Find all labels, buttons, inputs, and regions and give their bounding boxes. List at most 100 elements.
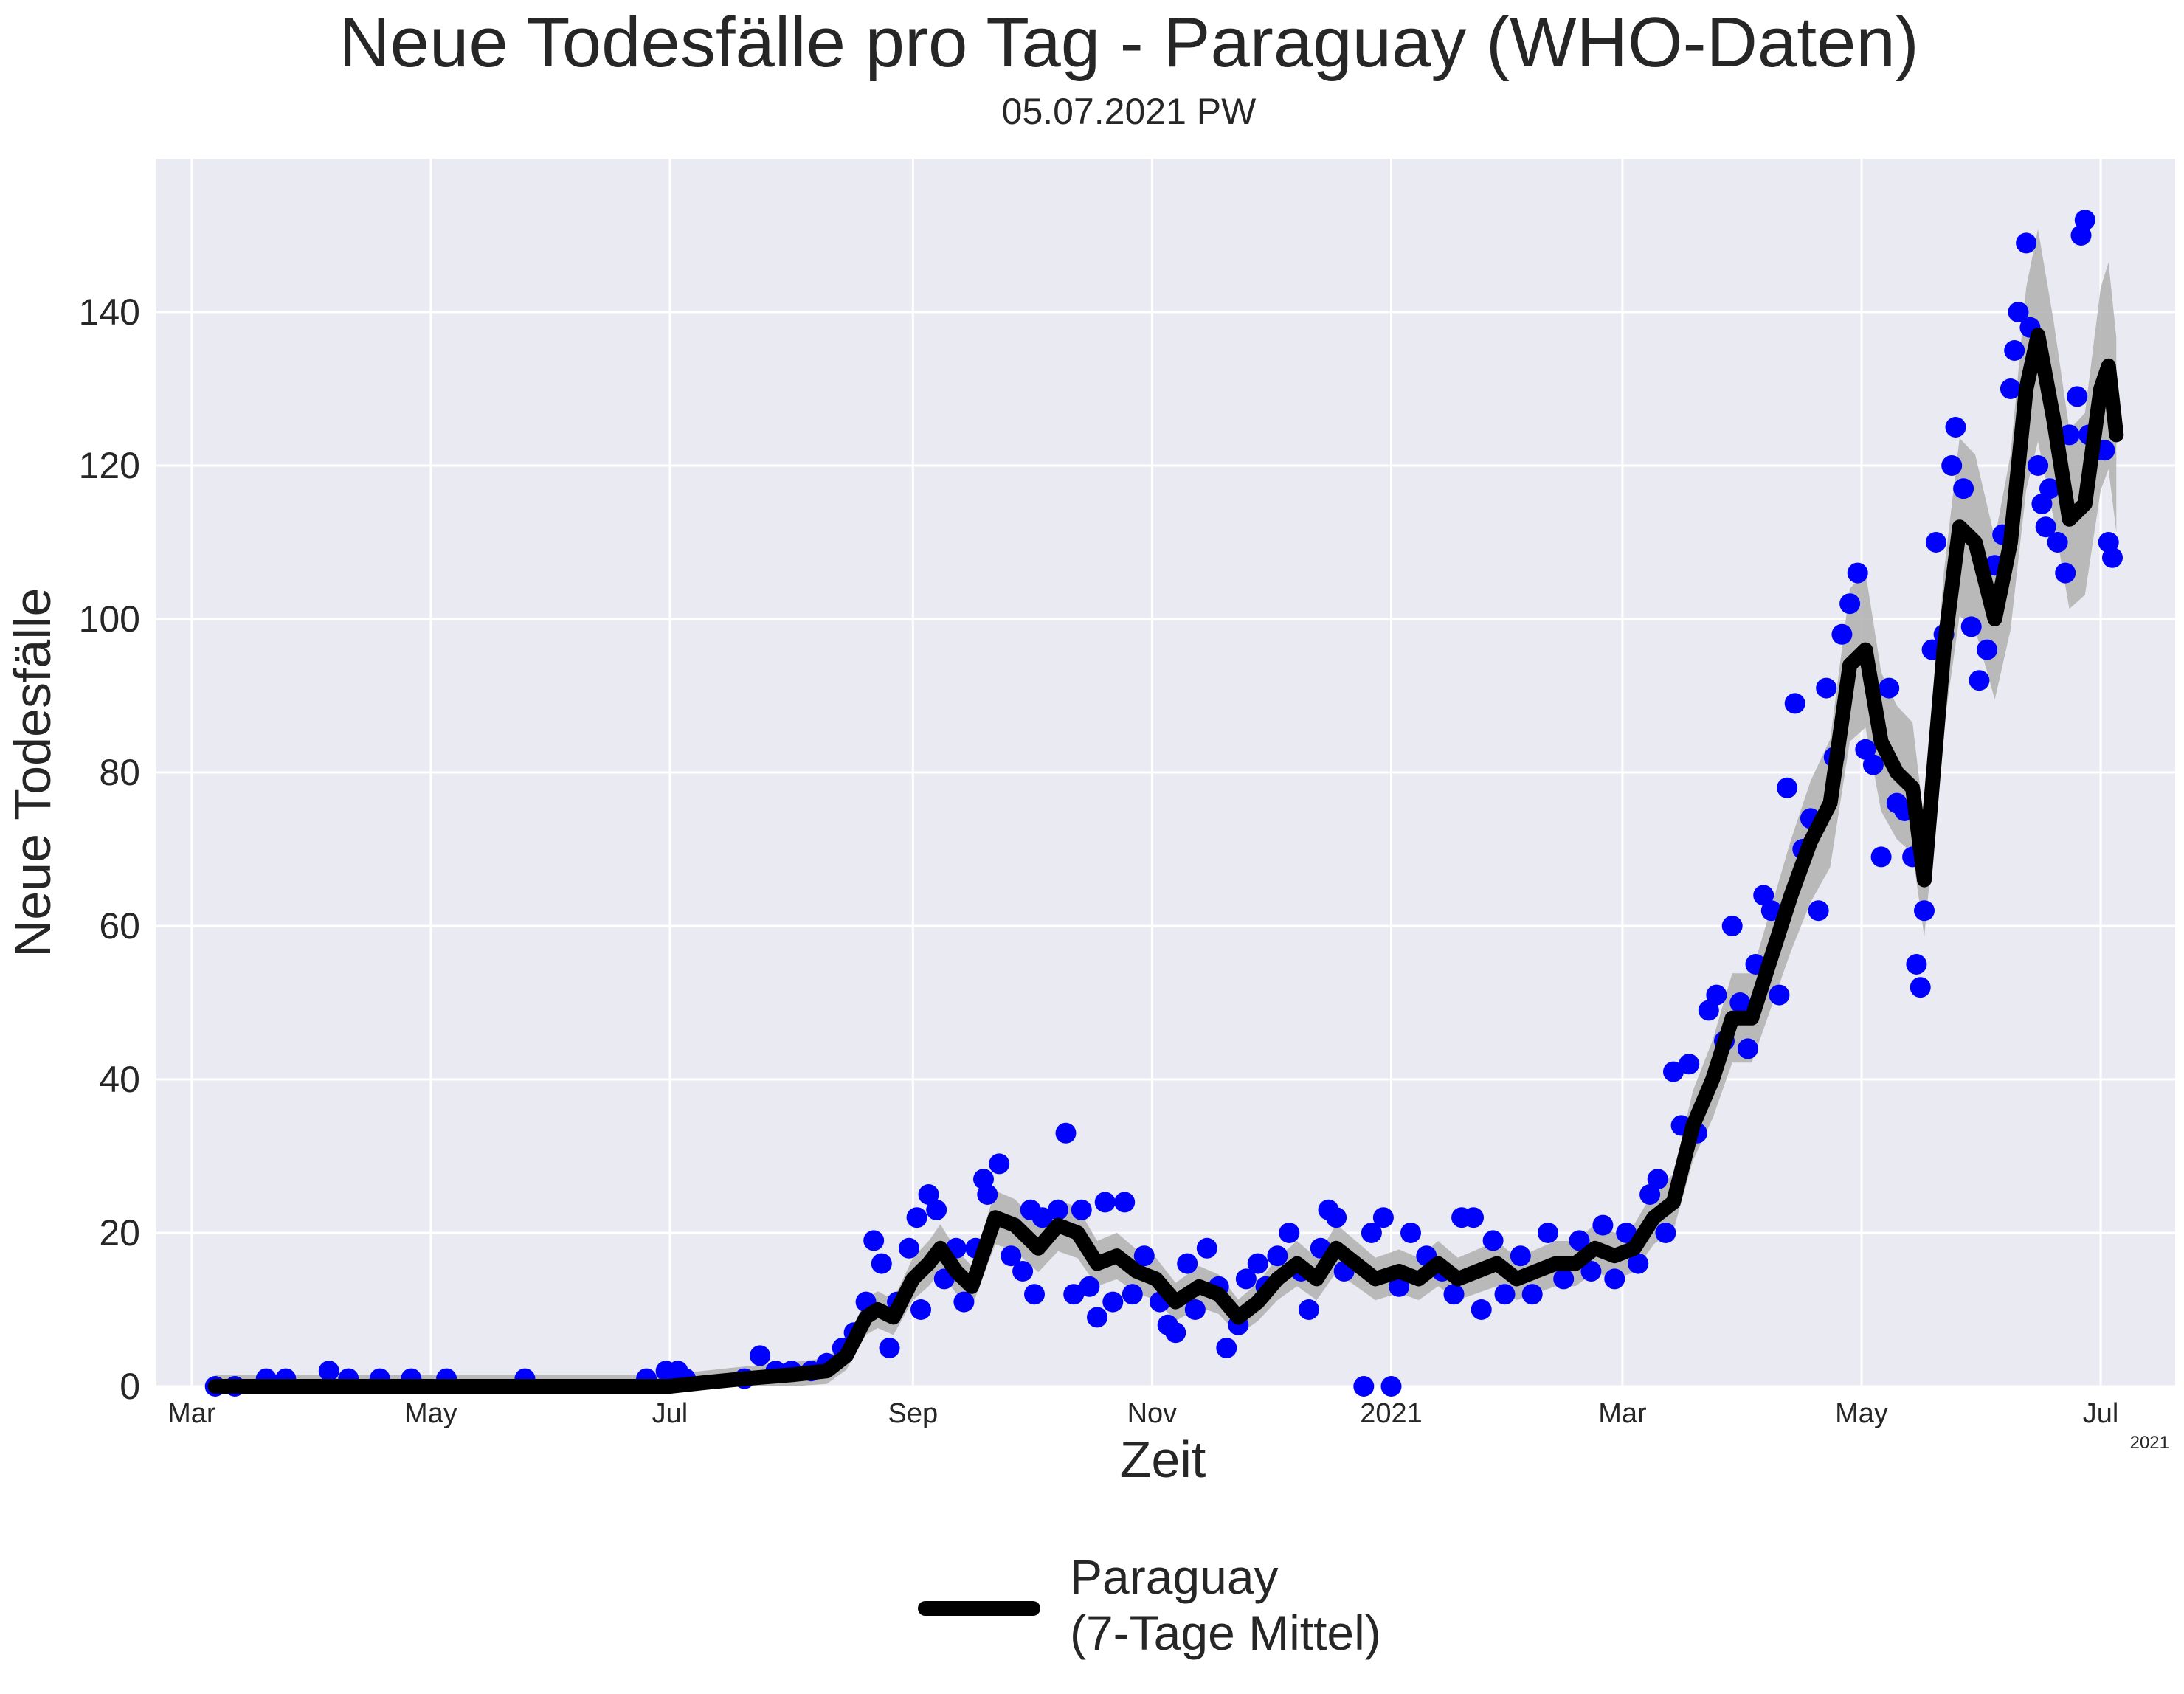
data-point (1047, 1199, 1068, 1220)
grid (156, 159, 2175, 1388)
data-point (1569, 1230, 1590, 1251)
y-tick-label: 80 (99, 752, 140, 793)
data-point (2008, 302, 2029, 322)
data-point (1941, 455, 1963, 476)
data-point (1177, 1253, 1198, 1274)
data-point (1698, 1000, 1719, 1021)
data-point (1769, 984, 1790, 1006)
data-point (1616, 1223, 1637, 1243)
data-point (1063, 1284, 1085, 1305)
data-point (1760, 900, 1782, 922)
data-point (1870, 846, 1892, 868)
y-tick-label: 60 (99, 905, 140, 947)
data-point (1737, 1038, 1758, 1059)
data-point (2016, 232, 2037, 254)
data-point (1087, 1307, 1107, 1328)
data-point (918, 1184, 939, 1205)
data-point (1604, 1268, 1625, 1290)
data-point (871, 1253, 892, 1274)
y-tick-label: 120 (79, 445, 140, 486)
data-point (1879, 677, 1900, 699)
data-point (1862, 754, 1884, 775)
legend-label: Paraguay (7-Tage Mittel) (1070, 1549, 1381, 1660)
data-point (899, 1237, 919, 1259)
data-point (2055, 562, 2076, 584)
data-point (2031, 494, 2053, 514)
data-point (1122, 1284, 1143, 1305)
data-point (906, 1207, 927, 1228)
data-point (1655, 1223, 1676, 1243)
data-point (2047, 532, 2068, 553)
data-point (1494, 1284, 1516, 1305)
data-point (1055, 1122, 1077, 1144)
data-point (1001, 1245, 1022, 1267)
data-point (1847, 562, 1868, 584)
data-point (910, 1299, 931, 1320)
data-point (1184, 1299, 1206, 1320)
data-point (1925, 532, 1946, 553)
data-point (1165, 1322, 1186, 1344)
data-point (1580, 1261, 1602, 1282)
x-tick-label: Sep (888, 1398, 939, 1429)
data-point (2035, 516, 2056, 538)
data-point (1521, 1284, 1543, 1305)
y-tick-label: 0 (120, 1366, 140, 1407)
y-tick-label: 20 (99, 1212, 140, 1254)
y-axis-label: Neue Todesfälle (4, 588, 61, 958)
data-point (1960, 616, 1982, 637)
data-point (1663, 1061, 1684, 1082)
series-line (207, 328, 2124, 1394)
data-point (1102, 1291, 1124, 1313)
data-point (879, 1338, 900, 1358)
x-tick-label: 2021 (1360, 1398, 1423, 1429)
data-point (1071, 1199, 1092, 1220)
data-point (1910, 977, 1931, 998)
data-point (1953, 478, 1974, 499)
data-point (1679, 1054, 1700, 1075)
data-point (1906, 954, 1927, 975)
data-point (1784, 693, 1805, 714)
x-tick-label: Jul (2083, 1398, 2119, 1429)
data-point (1855, 739, 1876, 760)
data-point (1298, 1299, 1319, 1320)
y-tick-label: 40 (99, 1059, 140, 1100)
data-point (1945, 417, 1966, 438)
data-point (1012, 1261, 1034, 1282)
data-point (1024, 1284, 1045, 1305)
data-point (1133, 1245, 1155, 1267)
data-point (750, 1345, 771, 1366)
data-point (1510, 1245, 1531, 1267)
data-point (1400, 1223, 1421, 1243)
data-point (1816, 677, 1837, 699)
data-point (2102, 547, 2123, 568)
data-point (1753, 885, 1774, 906)
data-point (953, 1291, 975, 1313)
legend-label-line: (7-Tage Mittel) (1070, 1605, 1381, 1660)
x-tick-label: May (1835, 1398, 1888, 1429)
data-point (1380, 1376, 1402, 1397)
data-point (1831, 623, 1853, 645)
data-point (1808, 900, 1829, 922)
data-point (1777, 777, 1798, 798)
data-point (926, 1199, 947, 1220)
data-point (2004, 340, 2025, 361)
data-point (1553, 1268, 1575, 1290)
data-point (989, 1153, 1010, 1175)
x-tick-label: Mar (1598, 1398, 1647, 1429)
data-point (1969, 670, 1990, 691)
data-point (1114, 1192, 1136, 1213)
data-point (2074, 210, 2095, 231)
data-point (2039, 478, 2060, 499)
data-point (318, 1361, 339, 1382)
data-point (1267, 1245, 1288, 1267)
legend: Paraguay (7-Tage Mittel) (918, 1549, 1381, 1660)
data-point (1463, 1207, 1484, 1228)
data-point (1592, 1214, 1614, 1236)
y-tick-label: 100 (79, 598, 140, 640)
data-point (1443, 1284, 1465, 1305)
x-tick-label: Mar (167, 1398, 216, 1429)
data-point (1353, 1376, 1375, 1397)
y-tick-label: 140 (79, 291, 140, 333)
data-point (1706, 984, 1727, 1006)
